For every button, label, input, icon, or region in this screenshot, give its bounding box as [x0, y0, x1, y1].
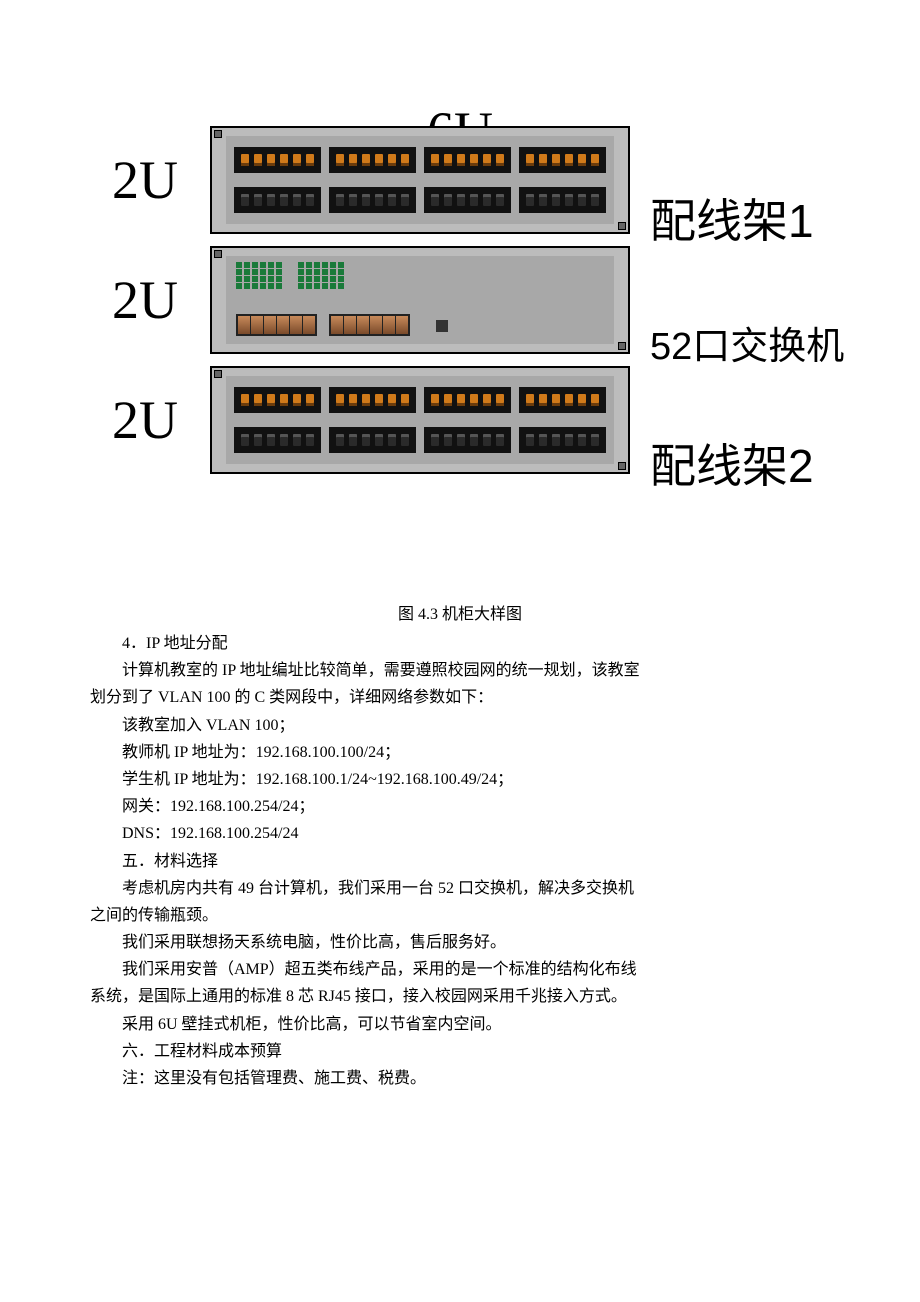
para-3: 教师机 IP 地址为：192.168.100.100/24； — [90, 739, 830, 766]
right-label-3: 配线架2 — [650, 430, 814, 496]
right-label-1: 配线架1 — [650, 185, 814, 251]
pp1-row-top — [234, 147, 606, 173]
patch-panel-2 — [210, 366, 630, 474]
figure-caption: 图 4.3 机柜大样图 — [90, 600, 830, 624]
section-5-title: 五．材料选择 — [90, 848, 830, 875]
u-label-3: 2U — [100, 389, 190, 451]
switch-aux-port — [436, 320, 448, 332]
para-5: 网关：192.168.100.254/24； — [90, 793, 830, 820]
switch-ports — [236, 314, 410, 336]
pp2-row-bottom — [234, 427, 606, 453]
patch-panel-1 — [210, 126, 630, 234]
switch-leds — [236, 262, 344, 289]
para-1a: 计算机教室的 IP 地址编址比较简单，需要遵照校园网的统一规划，该教室 — [90, 657, 830, 684]
para-6: DNS：192.168.100.254/24 — [90, 820, 830, 847]
para-9b: 系统，是国际上通用的标准 8 芯 RJ45 接口，接入校园网采用千兆接入方式。 — [90, 983, 830, 1010]
pp1-row-bottom — [234, 187, 606, 213]
right-label-2: 52口交换机 — [650, 315, 844, 370]
u-label-2: 2U — [100, 269, 190, 331]
para-7b: 之间的传输瓶颈。 — [90, 902, 830, 929]
switch-52port — [210, 246, 630, 354]
para-11: 注：这里没有包括管理费、施工费、税费。 — [90, 1065, 830, 1092]
body-text: 4．IP 地址分配 计算机教室的 IP 地址编址比较简单，需要遵照校园网的统一规… — [90, 630, 830, 1092]
para-1b: 划分到了 VLAN 100 的 C 类网段中，详细网络参数如下： — [90, 684, 830, 711]
rack-diagram: 6U 2U — [90, 100, 830, 580]
switch-inner — [226, 256, 614, 344]
patch-panel-1-inner — [226, 136, 614, 224]
para-7a: 考虑机房内共有 49 台计算机，我们采用一台 52 口交换机，解决多交换机 — [90, 875, 830, 902]
para-4: 学生机 IP 地址为：192.168.100.1/24~192.168.100.… — [90, 766, 830, 793]
pp2-row-top — [234, 387, 606, 413]
u-label-1: 2U — [100, 149, 190, 211]
document-page: 6U 2U — [0, 0, 920, 1132]
para-9a: 我们采用安普（AMP）超五类布线产品，采用的是一个标准的结构化布线 — [90, 956, 830, 983]
para-8: 我们采用联想扬天系统电脑，性价比高，售后服务好。 — [90, 929, 830, 956]
para-10: 采用 6U 壁挂式机柜，性价比高，可以节省室内空间。 — [90, 1011, 830, 1038]
section-6-title: 六．工程材料成本预算 — [90, 1038, 830, 1065]
patch-panel-2-inner — [226, 376, 614, 464]
section-4-title: 4．IP 地址分配 — [90, 630, 830, 657]
para-2: 该教室加入 VLAN 100； — [90, 712, 830, 739]
